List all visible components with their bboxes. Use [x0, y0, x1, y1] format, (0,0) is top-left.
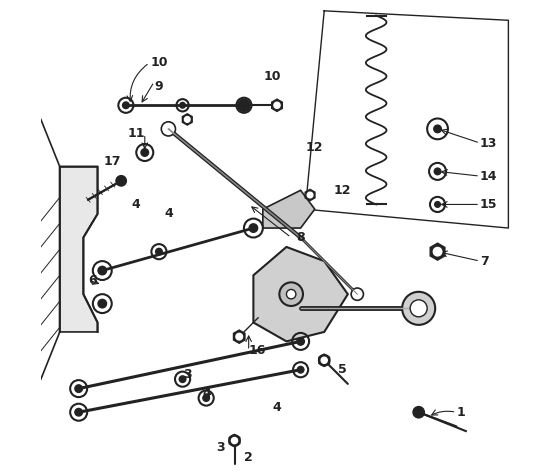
- Circle shape: [184, 116, 190, 122]
- Text: 12: 12: [305, 141, 323, 154]
- Circle shape: [410, 300, 427, 317]
- Circle shape: [286, 289, 296, 299]
- Polygon shape: [229, 435, 240, 446]
- Text: 10: 10: [264, 70, 281, 84]
- Circle shape: [232, 437, 238, 444]
- Text: 14: 14: [480, 170, 497, 182]
- Circle shape: [434, 168, 441, 175]
- Circle shape: [435, 201, 440, 207]
- Circle shape: [307, 192, 313, 198]
- Text: 4: 4: [165, 208, 173, 220]
- Text: 11: 11: [127, 127, 145, 140]
- Circle shape: [236, 333, 243, 340]
- Text: 15: 15: [480, 198, 497, 211]
- Polygon shape: [60, 167, 98, 332]
- Circle shape: [98, 266, 106, 275]
- Circle shape: [297, 338, 304, 345]
- Text: 2: 2: [244, 451, 253, 464]
- Text: 7: 7: [480, 255, 489, 267]
- Circle shape: [75, 385, 83, 392]
- Circle shape: [75, 408, 83, 416]
- Polygon shape: [182, 114, 192, 125]
- Circle shape: [156, 248, 162, 255]
- Polygon shape: [305, 190, 315, 200]
- Circle shape: [240, 102, 247, 109]
- Text: 4: 4: [202, 387, 211, 400]
- Circle shape: [98, 299, 106, 308]
- Circle shape: [351, 288, 363, 300]
- Circle shape: [116, 176, 126, 186]
- Polygon shape: [233, 330, 245, 343]
- Circle shape: [179, 103, 186, 108]
- Circle shape: [413, 407, 424, 418]
- Text: 4: 4: [273, 401, 281, 414]
- Text: 16: 16: [249, 344, 266, 357]
- Circle shape: [249, 224, 258, 232]
- Text: 9: 9: [155, 80, 163, 93]
- Circle shape: [402, 292, 435, 325]
- Polygon shape: [271, 99, 283, 112]
- Text: 12: 12: [334, 184, 351, 197]
- Polygon shape: [430, 243, 445, 260]
- Circle shape: [229, 435, 240, 446]
- Text: 3: 3: [216, 441, 224, 454]
- Text: 4: 4: [131, 198, 140, 211]
- Circle shape: [319, 355, 330, 366]
- Circle shape: [274, 102, 280, 108]
- Text: 3: 3: [183, 368, 192, 381]
- Text: 17: 17: [104, 155, 121, 169]
- Circle shape: [279, 282, 303, 306]
- Circle shape: [203, 395, 209, 401]
- Circle shape: [238, 99, 250, 112]
- Text: 1: 1: [456, 406, 465, 419]
- Circle shape: [433, 247, 442, 256]
- Circle shape: [321, 357, 327, 363]
- Circle shape: [434, 125, 442, 133]
- Text: 6: 6: [88, 274, 97, 286]
- Circle shape: [141, 149, 148, 156]
- Text: 10: 10: [150, 56, 168, 69]
- Circle shape: [179, 376, 186, 382]
- Polygon shape: [319, 354, 330, 366]
- Text: 13: 13: [480, 136, 497, 150]
- Polygon shape: [253, 247, 348, 342]
- Circle shape: [122, 102, 129, 109]
- Polygon shape: [263, 190, 315, 228]
- Text: 5: 5: [338, 363, 347, 376]
- Circle shape: [297, 366, 304, 373]
- Circle shape: [161, 122, 176, 136]
- Text: 8: 8: [296, 231, 305, 244]
